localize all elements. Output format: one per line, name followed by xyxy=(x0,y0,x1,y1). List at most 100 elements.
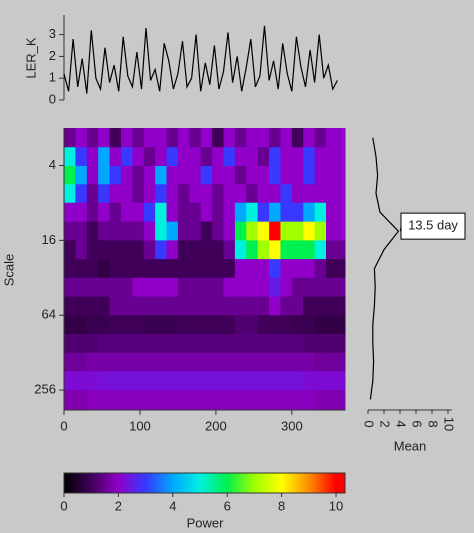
heatmap-cell xyxy=(303,165,316,185)
heatmap-cell xyxy=(143,221,156,241)
heatmap-cell xyxy=(155,240,168,260)
data-line xyxy=(63,25,338,94)
heatmap-cell xyxy=(303,184,316,204)
heatmap-cell xyxy=(280,315,293,335)
heatmap-cell xyxy=(246,277,259,298)
heatmap-cell xyxy=(291,333,304,354)
heatmap-cell xyxy=(166,277,179,298)
colorbar-segment xyxy=(156,473,159,493)
heatmap-cell xyxy=(109,315,122,335)
heatmap-cell xyxy=(314,259,327,279)
colorbar-segment xyxy=(190,473,193,493)
colorbar-segment xyxy=(240,473,244,493)
heatmap-cell xyxy=(64,147,76,167)
colorbar-segment xyxy=(342,473,346,493)
colorbar-segment xyxy=(226,473,230,493)
heatmap-cell xyxy=(189,221,202,241)
colorbar-segment xyxy=(286,473,290,493)
heatmap-cell xyxy=(132,296,145,316)
colorbar-segment xyxy=(200,473,203,493)
heatmap-cell xyxy=(223,147,236,167)
colorbar-segment xyxy=(248,473,252,493)
heatmap-cell xyxy=(303,352,316,372)
x-axis-label: Power xyxy=(187,515,225,530)
heatmap-cell xyxy=(326,371,346,391)
colorbar-segment xyxy=(180,473,183,493)
heatmap-cell xyxy=(314,390,327,411)
colorbar-segment xyxy=(80,473,83,493)
colorbar-segment xyxy=(182,473,185,493)
heatmap-cell xyxy=(98,202,111,223)
heatmap-cell xyxy=(98,296,111,316)
heatmap-cell xyxy=(223,371,236,391)
heatmap-cell xyxy=(189,315,202,335)
heatmap-cell xyxy=(120,333,133,354)
colorbar-segment xyxy=(162,473,165,493)
heatmap-cell xyxy=(314,352,327,372)
colorbar-segment xyxy=(98,473,101,493)
heatmap-cell xyxy=(234,371,247,391)
heatmap-cell xyxy=(314,315,327,335)
colorbar-segment xyxy=(208,473,212,493)
colorbar-segment xyxy=(78,473,81,493)
colorbar-segment xyxy=(288,473,292,493)
heatmap-cell xyxy=(86,147,99,167)
colorbar-segment xyxy=(66,473,69,493)
heatmap-cell xyxy=(223,184,236,204)
heatmap-cell xyxy=(200,352,213,372)
colorbar-segment xyxy=(158,473,161,493)
colorbar-segment xyxy=(144,473,147,493)
colorbar-segment xyxy=(276,473,280,493)
heatmap-cell xyxy=(212,315,224,335)
heatmap-cell xyxy=(143,315,156,335)
colorbar-segment xyxy=(154,473,157,493)
heatmap-cell xyxy=(234,184,247,204)
heatmap-cell xyxy=(155,315,168,335)
heatmap-cell xyxy=(177,315,190,335)
colorbar-segment xyxy=(304,473,308,493)
colorbar-segment xyxy=(210,473,214,493)
heatmap-cell xyxy=(189,371,202,391)
heatmap-cell xyxy=(212,352,224,372)
y-axis-label: LER_K xyxy=(23,37,38,79)
heatmap-cell xyxy=(303,147,316,167)
heatmap-cell xyxy=(143,259,156,279)
heatmap-cell xyxy=(132,371,145,391)
colorbar-segment xyxy=(318,473,322,493)
colorbar-segment xyxy=(106,473,109,493)
heatmap-cell xyxy=(291,240,304,260)
colorbar-segment xyxy=(238,473,242,493)
colorbar-segment xyxy=(112,473,115,493)
heatmap-cell xyxy=(64,277,76,298)
heatmap-cell xyxy=(177,352,190,372)
heatmap-cell xyxy=(212,128,224,148)
colorbar-segment xyxy=(90,473,93,493)
colorbar-segment xyxy=(186,473,189,493)
heatmap-cell xyxy=(155,128,168,148)
heatmap-cell xyxy=(75,333,88,354)
heatmap-cell xyxy=(189,147,202,167)
heatmap-cell xyxy=(98,333,111,354)
heatmap-cell xyxy=(143,390,156,411)
colorbar-segment xyxy=(212,473,216,493)
heatmap-cell xyxy=(109,352,122,372)
colorbar-segment xyxy=(188,473,191,493)
colorbar-segment xyxy=(234,473,238,493)
colorbar-segment xyxy=(266,473,270,493)
heatmap-cell xyxy=(269,352,281,372)
heatmap-cell xyxy=(257,259,270,279)
colorbar-frame xyxy=(63,472,346,494)
heatmap-cell xyxy=(120,240,133,260)
heatmap-cell xyxy=(132,315,145,335)
heatmap-cell xyxy=(98,390,111,411)
colorbar-segment xyxy=(86,473,89,493)
heatmap-cell xyxy=(257,333,270,354)
colorbar-segment xyxy=(258,473,262,493)
heatmap-cell xyxy=(280,165,293,185)
heatmap-cell xyxy=(303,371,316,391)
heatmap-cell xyxy=(246,315,259,335)
heatmap-cell xyxy=(109,296,122,316)
y-axis-label: Scale xyxy=(1,254,16,287)
heatmap-cell xyxy=(326,259,346,279)
heatmap-cell xyxy=(155,296,168,316)
